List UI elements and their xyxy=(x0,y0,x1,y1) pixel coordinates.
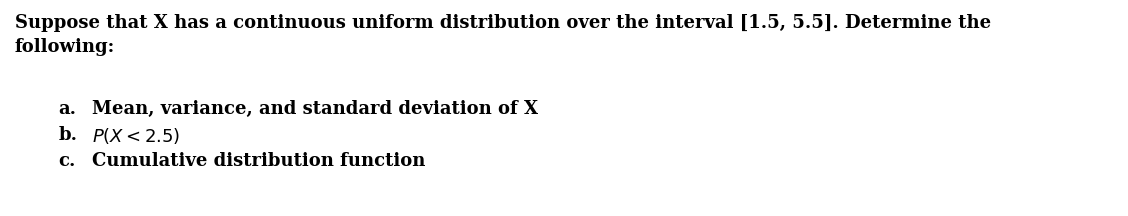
Text: c.: c. xyxy=(59,152,76,170)
Text: a.: a. xyxy=(59,100,77,118)
Text: $P(X < 2.5)$: $P(X < 2.5)$ xyxy=(92,126,180,146)
Text: Suppose that X has a continuous uniform distribution over the interval [1.5, 5.5: Suppose that X has a continuous uniform … xyxy=(15,14,990,32)
Text: b.: b. xyxy=(59,126,78,144)
Text: Cumulative distribution function: Cumulative distribution function xyxy=(92,152,426,170)
Text: following:: following: xyxy=(15,38,115,56)
Text: Mean, variance, and standard deviation of X: Mean, variance, and standard deviation o… xyxy=(92,100,539,118)
